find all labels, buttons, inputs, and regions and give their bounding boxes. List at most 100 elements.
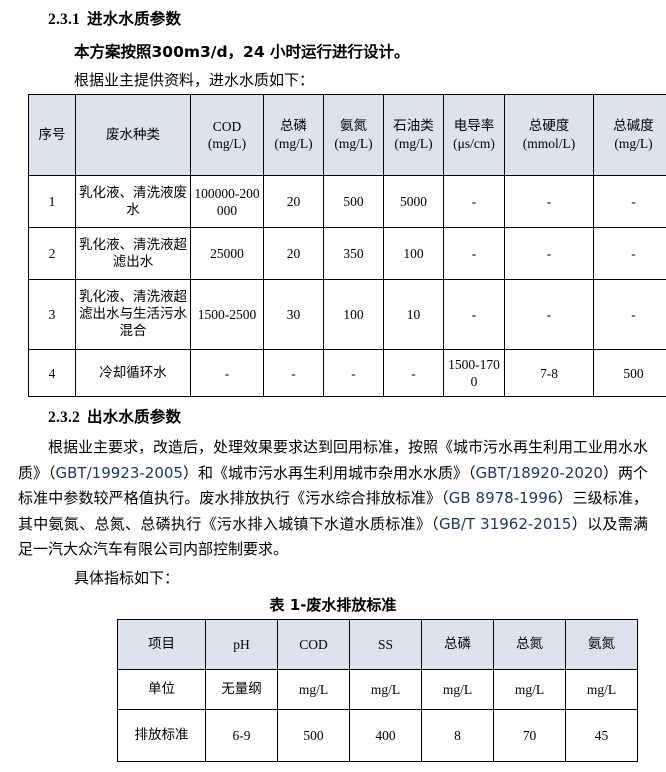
cell-no: 1 [28,175,76,228]
column-header-tp-label: 总磷 [280,118,307,134]
cell-cod: 25000 [190,227,264,280]
cell-nh3n: 500 [323,175,384,228]
column-header-alkalinity-label: 总碱度 [613,118,654,134]
effluent-standards-paragraph: 根据业主要求，改造后，处理效果要求达到回用标准，按照《城市污水再生利用工业用水水… [18,431,648,563]
column-header-ss: SS [349,618,422,670]
cell-oil: 5000 [383,175,444,228]
table-row: 3 乳化液、清洗液超滤出水与生活污水混合 1500-2500 30 100 10… [28,279,666,350]
column-header-hardness-label: 总硬度 [528,118,570,134]
column-header-no: 序号 [28,94,76,176]
effluent-discharge-standard-table: 项目 pH COD SS 总磷 总氮 氨氮 单位 无量纲 mg/L mg/L m… [117,618,638,762]
heading-2-3-1-number: 2.3.1 [48,11,80,28]
paragraph-part-1: 根据业主要求，改造后，处理效果要求达到回用标准，按照《城市污水再生利用工业用水水… [18,438,649,482]
table-row: 排放标准 6-9 500 400 8 70 45 [117,708,638,762]
column-header-item: 项目 [117,618,206,670]
heading-2-3-2-title: 出水水质参数 [87,408,182,426]
cell-oil: - [383,349,444,397]
cell-conductivity: - [443,175,505,228]
cell-unit-ph: 无量纲 [205,668,278,710]
effluent-table-lead-in: 具体指标如下： [74,568,180,587]
table-header-row: 序号 废水种类 COD (mg/L) 总磷 (mg/L) 氨氮 [28,94,666,176]
cell-nh3n: - [323,349,384,397]
cell-conductivity: - [443,279,505,350]
cell-cod: 1500-2500 [190,279,264,350]
column-header-conductivity-label: 电导率 [453,118,495,134]
influent-table-wrapper: 序号 废水种类 COD (mg/L) 总磷 (mg/L) 氨氮 [18,90,666,397]
cell-hardness: - [504,227,594,280]
design-basis-line: 本方案按照300m3/d，24 小时运行进行设计。 [74,43,410,61]
column-header-hardness: 总硬度 (mmol/L) [504,94,594,176]
column-header-hardness-unit: (mmol/L) [522,136,576,151]
heading-2-3-1: 2.3.1 进水水质参数 [18,0,648,33]
column-header-nh3n-unit: (mg/L) [334,136,373,151]
standard-code-gb8978: GB 8978-1996 [448,489,558,507]
column-header-no-label: 序号 [38,126,66,143]
paragraph-part-2: ）和《城市污水再生利用城市杂用水水质》（ [182,463,476,482]
column-header-tn: 总氮 [493,618,566,670]
table-row: 4 冷却循环水 - - - - 1500-1700 7-8 500 [28,349,666,397]
cell-no: 3 [28,279,76,350]
column-header-conductivity-unit: (μs/cm) [453,136,495,151]
influent-table-lead-in: 根据业主提供资料，进水水质如下： [74,71,315,89]
column-header-nh3n-label: 氨氮 [340,118,367,134]
heading-2-3-2: 2.3.2 出水水质参数 [18,397,648,431]
effluent-table-title: 表 1-废水排放标准 [269,595,397,614]
column-header-ph: pH [205,618,278,670]
heading-2-3-1-title: 进水水质参数 [87,10,182,28]
cell-hardness: 7-8 [504,349,594,397]
column-header-oil-label: 石油类 [393,118,434,134]
cell-standard-ss: 400 [349,708,422,762]
column-header-cod: COD (mg/L) [190,94,264,176]
cell-no: 2 [28,227,76,280]
cell-nh3n: 350 [323,227,384,280]
cell-unit-cod: mg/L [277,668,350,710]
table-row: 单位 无量纲 mg/L mg/L mg/L mg/L mg/L [117,668,638,710]
table-row: 2 乳化液、清洗液超滤出水 25000 20 350 100 - - - [28,227,666,280]
cell-kind: 乳化液、清洗液超滤出水 [75,227,191,280]
cell-tp: 30 [263,279,324,350]
paragraph-part-4: ）三级标准，其中氨氮、总氮、总磷执行《污水排入城镇下水道水质标准》（ [18,489,648,533]
cell-alkalinity: - [593,227,666,280]
paragraph-part-5: ）以及需满足一汽大众汽车有限公司内部控制要求。 [18,514,648,559]
cell-no: 4 [28,349,76,397]
cell-hardness: - [504,279,594,350]
row-label-discharge-standard: 排放标准 [117,708,206,762]
cell-standard-cod: 500 [277,708,350,762]
column-header-kind: 废水种类 [75,94,191,176]
cell-hardness: - [504,175,594,228]
column-header-tp-unit: (mg/L) [274,136,313,151]
column-header-alkalinity-unit: (mg/L) [614,136,653,151]
cell-kind: 乳化液、清洗液超滤出水与生活污水混合 [75,279,191,350]
cell-tp: 20 [263,175,324,228]
paragraph-part-3: ）两个标准中参数较严格值执行。废水排放执行《污水综合排放标准》（ [18,463,648,508]
cell-nh3n: 100 [323,279,384,350]
cell-alkalinity: - [593,175,666,228]
row-label-unit: 单位 [117,668,206,710]
cell-tp: 20 [263,227,324,280]
column-header-oil: 石油类 (mg/L) [383,94,444,176]
cell-conductivity: - [443,227,505,280]
cell-unit-tn: mg/L [493,668,566,710]
cell-alkalinity: - [593,279,666,350]
cell-oil: 100 [383,227,444,280]
cell-kind: 冷却循环水 [75,349,191,397]
cell-standard-nh3n: 45 [565,708,638,762]
column-header-alkalinity: 总碱度 (mg/L) [593,94,666,176]
cell-unit-tp: mg/L [421,668,494,710]
cell-alkalinity: 500 [593,349,666,397]
column-header-oil-unit: (mg/L) [394,136,433,151]
cell-conductivity: 1500-1700 [443,349,505,397]
cell-unit-nh3n: mg/L [565,668,638,710]
cell-unit-ss: mg/L [349,668,422,710]
column-header-nh3n: 氨氮 [565,618,638,670]
standard-code-gbt18920: GBT/18920-2020 [475,463,603,482]
influent-water-quality-table: 序号 废水种类 COD (mg/L) 总磷 (mg/L) 氨氮 [28,94,666,397]
column-header-tp: 总磷 (mg/L) [263,94,324,176]
column-header-cod-label: COD [212,119,242,134]
standard-code-gbt19923: GBT/19923-2005 [55,463,183,482]
cell-cod: 100000-200000 [190,175,264,228]
column-header-tp: 总磷 [421,618,494,670]
column-header-nh3n: 氨氮 (mg/L) [323,94,384,176]
cell-tp: - [263,349,324,397]
